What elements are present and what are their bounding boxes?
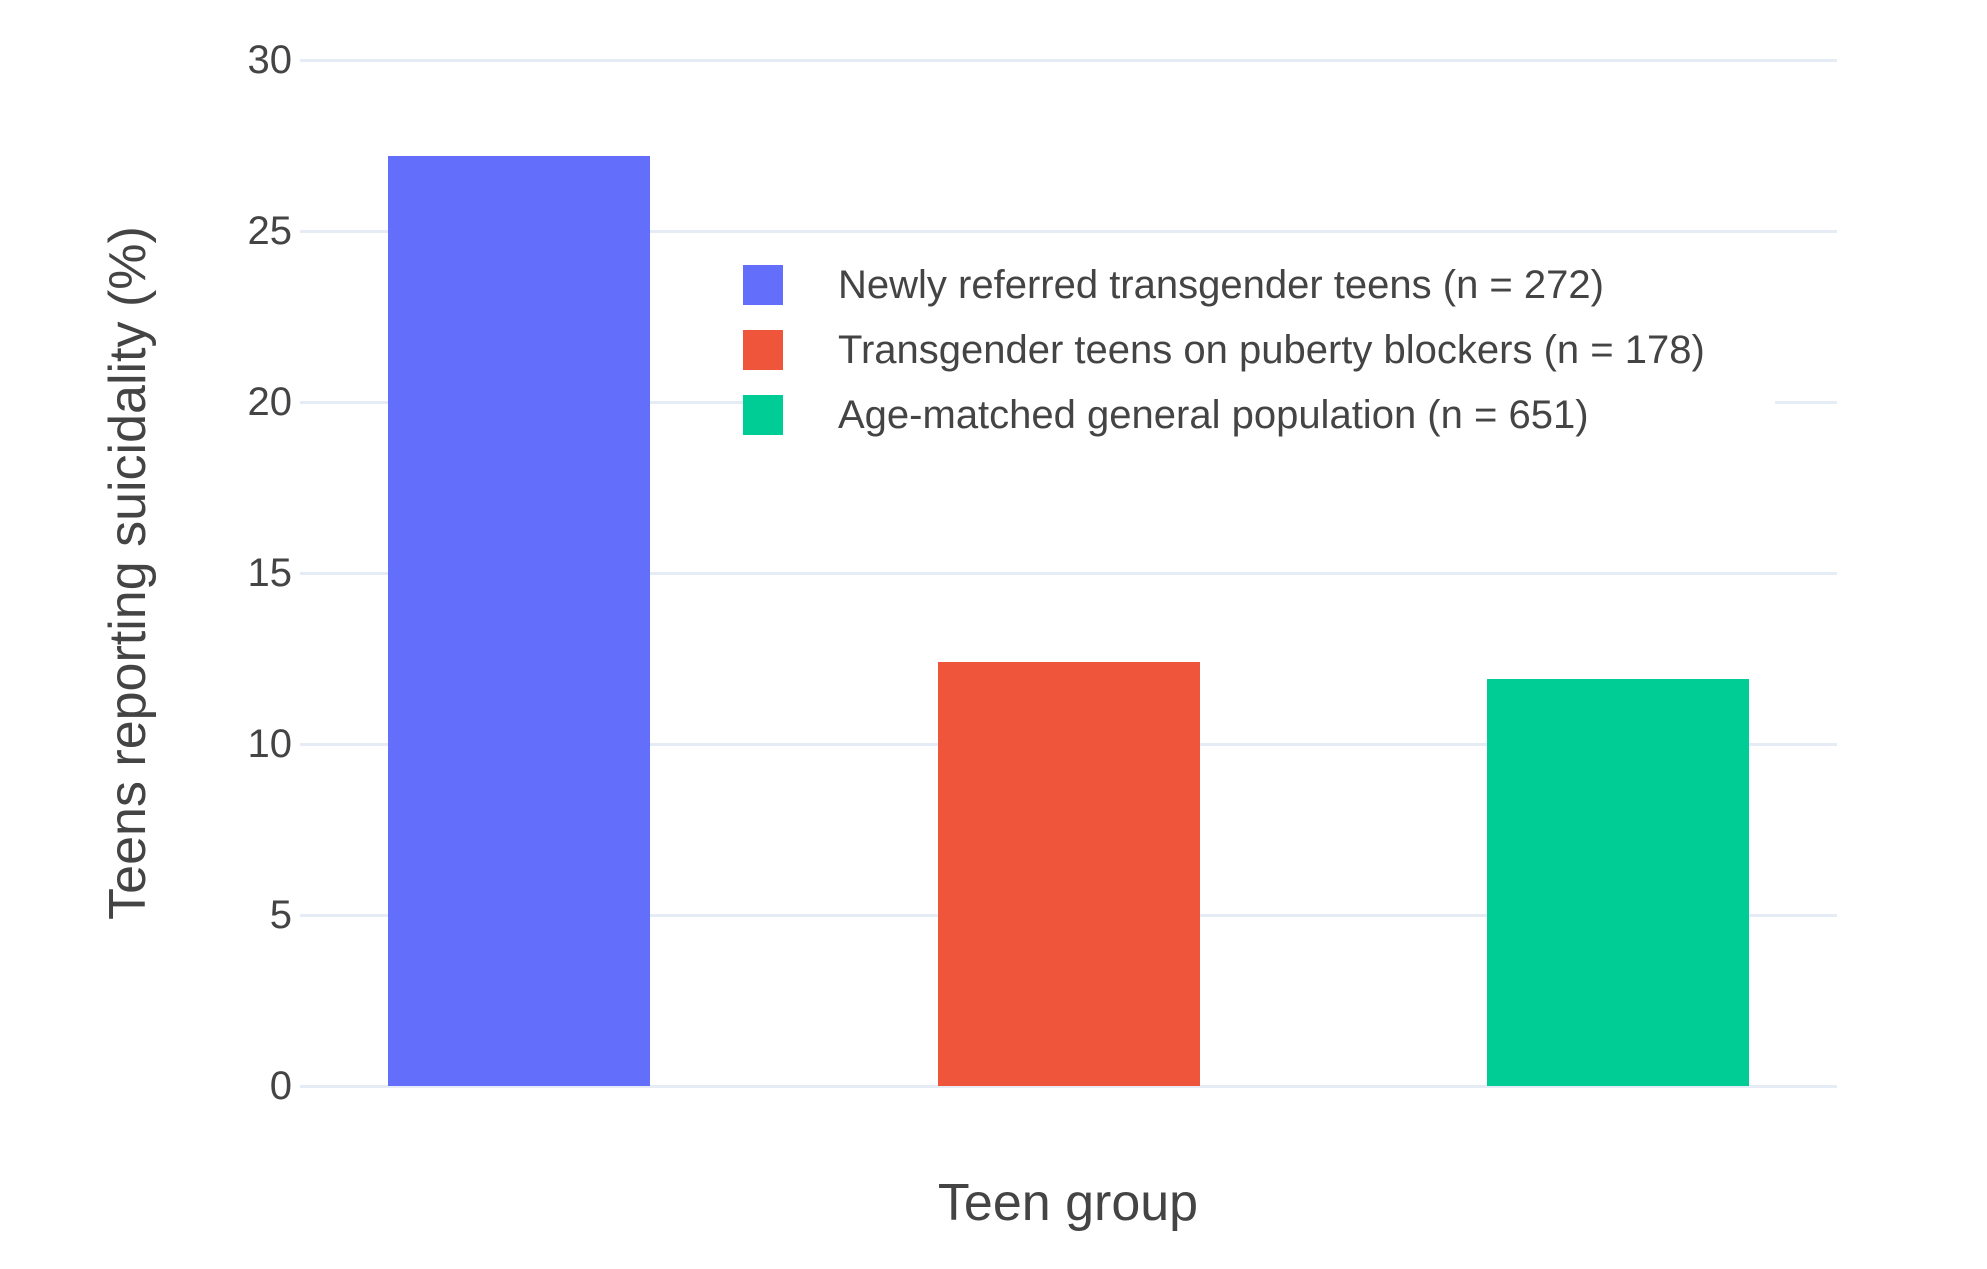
legend-item-transgender-teens-on-puberty-blockers-n-[interactable]: Transgender teens on puberty blockers (n… (743, 317, 1775, 382)
legend-item-newly-referred-transgender-teens-n-272[interactable]: Newly referred transgender teens (n = 27… (743, 252, 1775, 317)
plot-area (300, 58, 1837, 1088)
legend-swatch-age-matched-general-population-n-651 (743, 394, 783, 435)
y-tick-label-30: 30 (247, 38, 293, 82)
legend-item-age-matched-general-population-n-651[interactable]: Age-matched general population (n = 651) (743, 382, 1775, 447)
legend: Newly referred transgender teens (n = 27… (743, 252, 1775, 447)
legend-label: Transgender teens on puberty blockers (n… (838, 327, 1705, 372)
bar-transgender-teens-on-puberty-blockers-n-[interactable] (938, 661, 1200, 1086)
gridline-y-25 (300, 229, 1837, 233)
legend-swatch-transgender-teens-on-puberty-blockers-n- (743, 329, 783, 370)
y-tick-label-20: 20 (247, 380, 293, 424)
bar-age-matched-general-population-n-651[interactable] (1487, 679, 1749, 1086)
y-tick-label-25: 25 (247, 209, 293, 253)
legend-swatch-newly-referred-transgender-teens-n-272 (743, 264, 783, 305)
gridline-y-0 (300, 1084, 1837, 1088)
y-tick-label-0: 0 (269, 1064, 292, 1108)
x-axis-title: Teen group (937, 1174, 1199, 1232)
legend-label: Age-matched general population (n = 651) (838, 392, 1589, 437)
y-tick-label-15: 15 (247, 551, 293, 595)
y-axis-title: Teens reporting suicidality (%) (99, 226, 157, 920)
y-tick-label-5: 5 (269, 893, 292, 937)
gridline-y-30 (300, 58, 1837, 62)
legend-label: Newly referred transgender teens (n = 27… (838, 262, 1604, 307)
bar-newly-referred-transgender-teens-n-272[interactable] (388, 155, 650, 1086)
y-tick-label-10: 10 (247, 722, 293, 766)
gridline-y-15 (300, 571, 1837, 575)
